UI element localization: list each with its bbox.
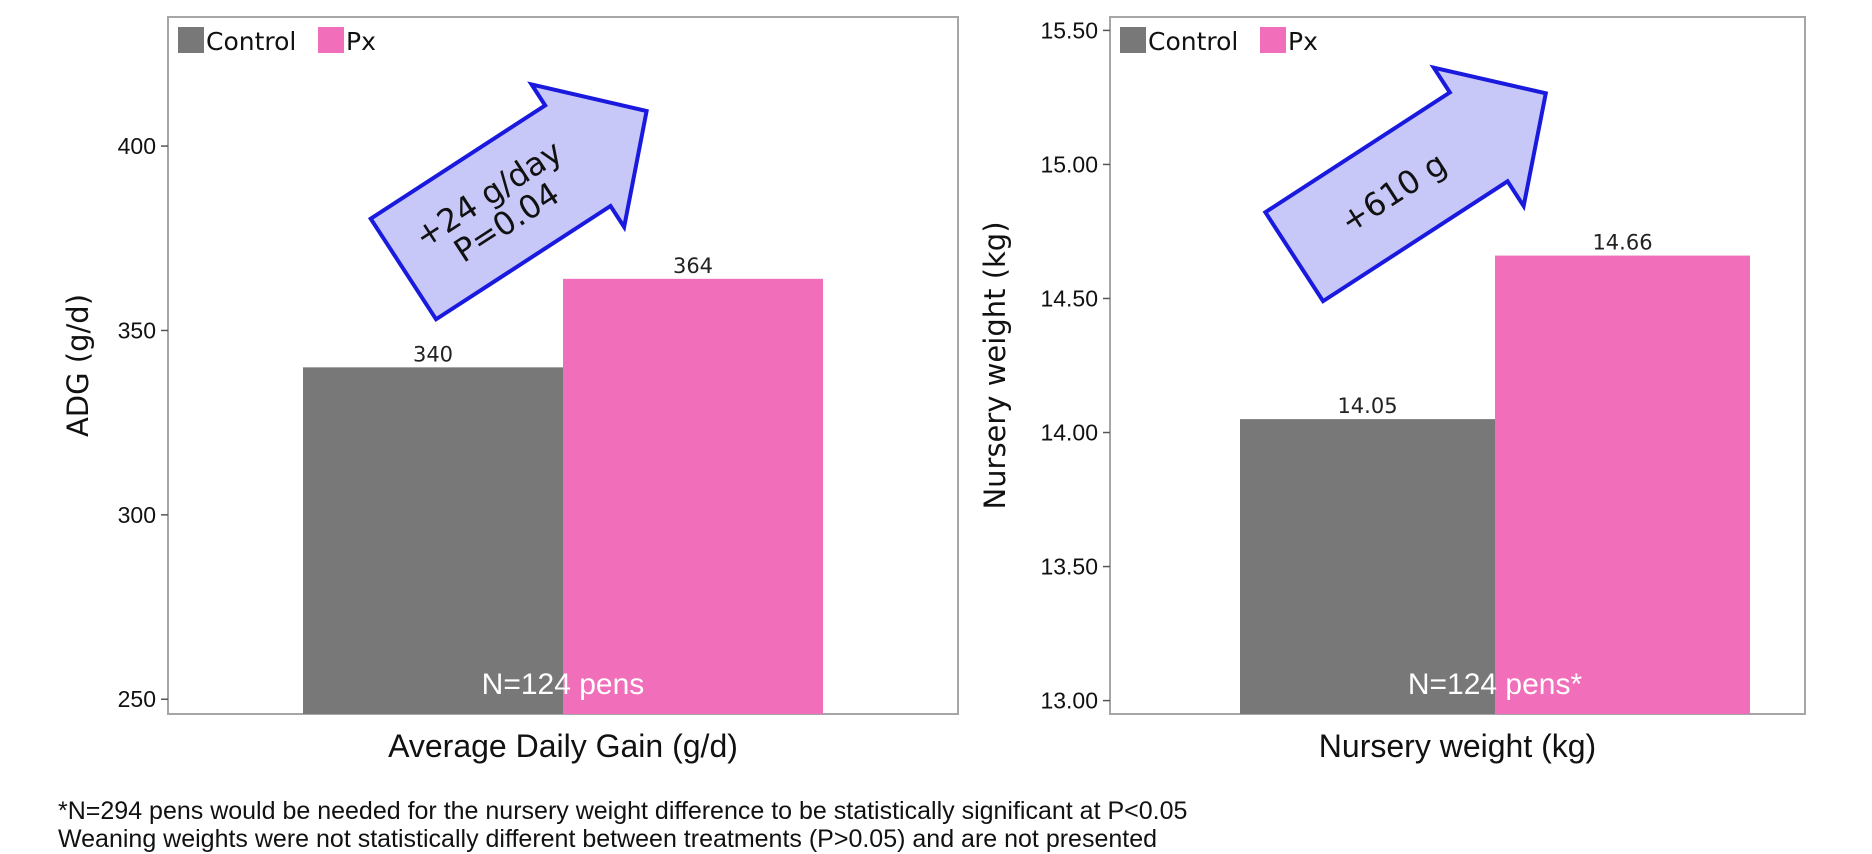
y-axis-label: ADG (g/d) xyxy=(61,294,95,437)
y-tick-label: 400 xyxy=(118,133,156,159)
y-tick-label: 14.00 xyxy=(1040,420,1098,446)
x-axis-label: Average Daily Gain (g/d) xyxy=(388,728,738,764)
arrow-shape xyxy=(367,81,649,323)
chart-panel-1: 250 300 350 400 ADG (g/d) 340 364 N=124 pens Ave… xyxy=(61,16,959,764)
y-tick-label: 350 xyxy=(118,317,156,343)
chart-panel-2: 13.00 13.50 14.00 14.50 15.00 15.50 Nursery we… xyxy=(978,16,1806,764)
bar-control xyxy=(1240,419,1495,714)
bar-value-label: 14.05 xyxy=(1337,394,1397,418)
y-tick-label: 13.50 xyxy=(1040,554,1098,580)
legend-swatch-px xyxy=(318,27,344,53)
legend: Control Px xyxy=(1120,27,1318,56)
sample-size-label: N=124 pens xyxy=(482,668,645,701)
legend: Control Px xyxy=(178,27,376,56)
bar-px xyxy=(1495,255,1750,715)
legend-label-control: Control xyxy=(206,27,296,56)
sample-size-label: N=124 pens* xyxy=(1408,668,1583,701)
bar-px xyxy=(563,278,823,714)
bar-value-label: 364 xyxy=(673,254,713,278)
x-axis-label: Nursery weight (kg) xyxy=(1319,728,1596,764)
y-tick-label: 13.00 xyxy=(1040,688,1098,714)
arrow-shape xyxy=(1262,64,1549,304)
footnote-weaning-weights: Weaning weights were not statistically d… xyxy=(58,825,1158,853)
legend-label-px: Px xyxy=(1288,27,1318,56)
y-tick-label: 300 xyxy=(118,502,156,528)
y-tick-label: 250 xyxy=(118,686,156,712)
footnote-sample-size: *N=294 pens would be needed for the nurs… xyxy=(58,797,1188,825)
y-tick-label: 15.00 xyxy=(1040,151,1098,177)
legend-label-control: Control xyxy=(1148,27,1238,56)
y-tick-label: 15.50 xyxy=(1040,17,1098,43)
y-axis-label: Nursery weight (kg) xyxy=(978,221,1012,509)
legend-swatch-px xyxy=(1260,27,1286,53)
legend-swatch-control xyxy=(1120,27,1146,53)
bar-value-label: 14.66 xyxy=(1592,231,1652,255)
annotation-arrow: +610 g xyxy=(1262,64,1549,304)
bar-control xyxy=(303,367,563,714)
legend-label-px: Px xyxy=(346,27,376,56)
bar-value-label: 340 xyxy=(413,342,453,366)
legend-swatch-control xyxy=(178,27,204,53)
y-tick-label: 14.50 xyxy=(1040,285,1098,311)
